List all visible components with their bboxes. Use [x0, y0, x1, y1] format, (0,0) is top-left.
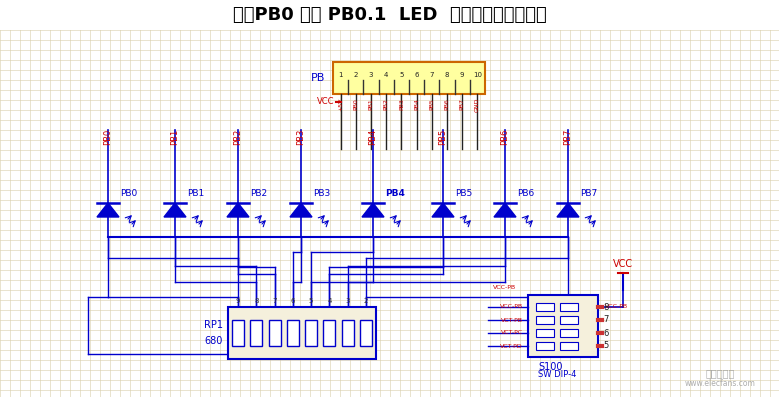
Text: 6: 6	[603, 328, 608, 337]
Text: 电子发烧友: 电子发烧友	[705, 368, 735, 378]
Bar	[528, 295, 598, 357]
Text: PB6: PB6	[517, 189, 534, 198]
Polygon shape	[362, 203, 384, 217]
Text: PB1: PB1	[187, 189, 204, 198]
Text: 6: 6	[291, 298, 295, 304]
Text: PB6: PB6	[445, 98, 449, 110]
Text: 5: 5	[309, 298, 313, 304]
Text: PB4: PB4	[385, 189, 405, 198]
Text: 2: 2	[354, 72, 358, 78]
Text: 5: 5	[603, 341, 608, 351]
Text: 8: 8	[254, 298, 259, 304]
Bar	[536, 316, 554, 324]
Bar	[323, 320, 336, 346]
Text: GND: GND	[475, 98, 480, 112]
Bar	[228, 307, 376, 359]
Bar	[536, 329, 554, 337]
Polygon shape	[432, 203, 454, 217]
Text: PB5: PB5	[439, 129, 447, 145]
Polygon shape	[227, 203, 249, 217]
Bar	[560, 316, 578, 324]
Bar	[269, 320, 280, 346]
Text: 7: 7	[273, 298, 277, 304]
Text: SW DIP-4: SW DIP-4	[538, 370, 576, 379]
Bar	[287, 320, 299, 346]
Text: PB0: PB0	[104, 129, 112, 145]
Bar	[232, 320, 244, 346]
Text: 8: 8	[603, 303, 608, 312]
Bar	[250, 320, 263, 346]
Text: VCC-PB: VCC-PB	[605, 304, 628, 310]
Bar	[342, 320, 354, 346]
Text: PB3: PB3	[297, 129, 305, 145]
Text: PB0: PB0	[354, 98, 358, 110]
Polygon shape	[164, 203, 186, 217]
Text: VCC: VCC	[613, 259, 633, 269]
Text: 9: 9	[460, 72, 464, 78]
Polygon shape	[494, 203, 516, 217]
Text: VCC: VCC	[317, 97, 335, 106]
Text: PB2: PB2	[384, 98, 389, 110]
Text: PB7: PB7	[563, 129, 573, 145]
Text: PB2: PB2	[250, 189, 267, 198]
Bar	[536, 342, 554, 350]
Text: PB4: PB4	[368, 129, 378, 145]
Text: 1: 1	[338, 72, 343, 78]
Text: PB7: PB7	[580, 189, 597, 198]
Text: 6: 6	[414, 72, 419, 78]
Text: 3: 3	[368, 72, 373, 78]
Text: VCC-PB: VCC-PB	[493, 285, 516, 290]
Text: PB3: PB3	[399, 98, 404, 110]
Text: PB7: PB7	[460, 98, 465, 110]
Text: 5: 5	[399, 72, 404, 78]
Text: VCT-PB: VCT-PB	[501, 318, 523, 322]
Text: PB0: PB0	[120, 189, 137, 198]
Text: PB6: PB6	[500, 129, 509, 145]
Text: 一、PB0 口的 PB0.1  LED  发光管闪烁的程序：: 一、PB0 口的 PB0.1 LED 发光管闪烁的程序：	[233, 6, 547, 24]
Text: 3: 3	[345, 298, 350, 304]
Text: PB1: PB1	[171, 129, 179, 145]
Text: 9: 9	[236, 298, 240, 304]
Text: 2: 2	[364, 298, 368, 304]
Bar	[560, 329, 578, 337]
Bar	[360, 320, 372, 346]
Text: 7: 7	[603, 316, 608, 324]
Bar	[536, 303, 554, 311]
Bar	[333, 62, 485, 94]
Bar	[560, 303, 578, 311]
Text: RP1: RP1	[204, 320, 223, 330]
Polygon shape	[290, 203, 312, 217]
Text: PB4: PB4	[414, 98, 419, 110]
Text: 10: 10	[473, 72, 482, 78]
Text: +5V: +5V	[338, 98, 343, 112]
Text: PB1: PB1	[368, 98, 373, 110]
Text: 7: 7	[429, 72, 434, 78]
Text: www.elecfans.com: www.elecfans.com	[685, 379, 756, 388]
Text: PB5: PB5	[429, 98, 435, 110]
Text: VCT-PD: VCT-PD	[500, 343, 523, 349]
Polygon shape	[97, 203, 119, 217]
Text: 4: 4	[384, 72, 389, 78]
Polygon shape	[557, 203, 579, 217]
Text: PB2: PB2	[234, 129, 242, 145]
Bar	[305, 320, 317, 346]
Text: S100: S100	[538, 362, 562, 372]
Text: 4: 4	[327, 298, 332, 304]
Bar	[0, 0, 779, 30]
Bar	[560, 342, 578, 350]
Text: 8: 8	[445, 72, 449, 78]
Text: VCT-PC: VCT-PC	[501, 330, 523, 335]
Text: PB3: PB3	[313, 189, 330, 198]
Text: PB5: PB5	[455, 189, 472, 198]
Text: PB: PB	[311, 73, 325, 83]
Text: VCC-PB: VCC-PB	[500, 304, 523, 310]
Text: 680: 680	[205, 336, 223, 346]
